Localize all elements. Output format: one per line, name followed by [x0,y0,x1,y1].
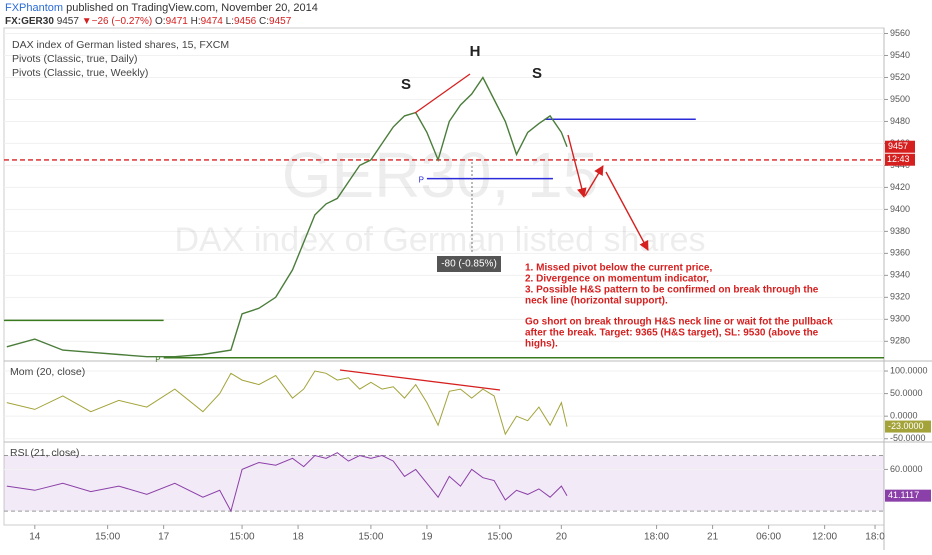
y-tick-label: 60.0000 [890,464,923,474]
countdown-label: 12:43 [887,154,910,164]
y-tick-label: 0.0000 [890,411,918,421]
note-line: after the break. Target: 9365 (H&S targe… [525,328,819,339]
y-tick-label: 9520 [890,72,910,82]
low-label: L: [226,16,234,27]
measure-label: -80 (-0.85%) [441,259,497,270]
last-value-box [885,489,931,502]
last-price-label: 9457 [888,141,908,151]
note-line: highs). [525,339,558,350]
pattern-label: S [401,76,411,93]
x-tick-label: 19 [421,532,433,543]
x-tick-label: 15:00 [230,532,255,543]
change: −26 (−0.27%) [92,16,153,27]
pattern-label: H [470,43,481,60]
x-tick-label: 14 [29,532,41,543]
legend-entry: DAX index of German listed shares, 15, F… [12,39,229,51]
x-tick-label: 15:00 [487,532,512,543]
x-tick-label: 21 [707,532,719,543]
arrow [567,134,587,198]
note-line: 1. Missed pivot below the current price, [525,263,712,274]
high: 9474 [201,16,224,27]
high-label: H: [191,16,201,27]
y-tick-label: 9300 [890,314,910,324]
open: 9471 [166,16,189,27]
note-line: 3. Possible H&S pattern to be confirmed … [525,285,819,296]
x-tick-label: 18 [293,532,305,543]
x-tick-label: 18:00 [644,532,669,543]
close: 9457 [269,16,292,27]
rsi-band [4,455,884,512]
countdown-box [885,153,915,166]
shoulder-line [414,73,471,114]
last-price-box [885,140,915,153]
y-tick-label: 9480 [890,116,910,126]
author[interactable]: FXPhantom [5,2,63,14]
legend-entry: Pivots (Classic, true, Weekly) [12,67,148,79]
y-tick-label: 9400 [890,204,910,214]
pivot-label: P [155,355,160,364]
x-tick-label: 17 [158,532,170,543]
note-line: 2. Divergence on momentum indicator, [525,274,709,285]
watermark: GER30, 15 [282,139,599,211]
y-tick-label: 9380 [890,226,910,236]
pivot-label: P [419,176,424,185]
last-value-label: 41.1117 [888,490,919,500]
watermark: DAX index of German listed shares [174,221,705,259]
last: 9457 [57,16,80,27]
quote-line: FX:GER30 9457 ▼−26 (−0.27%) O:9471 H:947… [5,16,292,27]
x-tick-label: 20 [556,532,568,543]
note-line: neck line (horizontal support). [525,296,668,307]
series-line [6,452,568,513]
symbol: FX:GER30 [5,16,54,27]
series-line [6,370,568,436]
arrow: ▼ [82,16,92,27]
y-tick-label: 9280 [890,336,910,346]
pane-title: Mom (20, close) [10,366,85,378]
last-value-label: -23.0000 [888,421,924,431]
close-label: C: [259,16,269,27]
pane-title: RSI (21, close) [10,447,79,459]
y-tick-label: 9420 [890,182,910,192]
pattern-label: S [532,65,542,82]
note-line: Go short on break through H&S neck line … [525,317,833,328]
y-tick-label: 9340 [890,270,910,280]
x-tick-label: 15:00 [358,532,383,543]
plot-layer: 9280930093209340936093809400942094409460… [4,28,931,543]
measure-box [437,256,501,272]
x-tick-label: 15:00 [95,532,120,543]
open-label: O: [155,16,166,27]
header-line: FXPhantom published on TradingView.com, … [5,2,318,14]
y-tick-label: 100.0000 [890,365,928,375]
last-value-box [885,420,931,433]
y-tick-label: 9560 [890,28,910,38]
legend-entry: Pivots (Classic, true, Daily) [12,53,137,65]
y-tick-label: 9320 [890,292,910,302]
y-tick-label: -50.0000 [890,433,926,443]
y-tick-label: 50.0000 [890,388,923,398]
low: 9456 [234,16,257,27]
y-tick-label: 9540 [890,50,910,60]
arrow [605,171,649,251]
y-tick-label: 9360 [890,248,910,258]
divergence-line [339,369,501,391]
published: published on TradingView.com, November 2… [66,2,318,14]
y-tick-label: 9500 [890,94,910,104]
x-tick-label: 18:0 [865,532,885,543]
series-line [6,76,568,358]
x-tick-label: 06:00 [756,532,781,543]
x-tick-label: 12:00 [812,532,837,543]
arrow [584,165,604,197]
